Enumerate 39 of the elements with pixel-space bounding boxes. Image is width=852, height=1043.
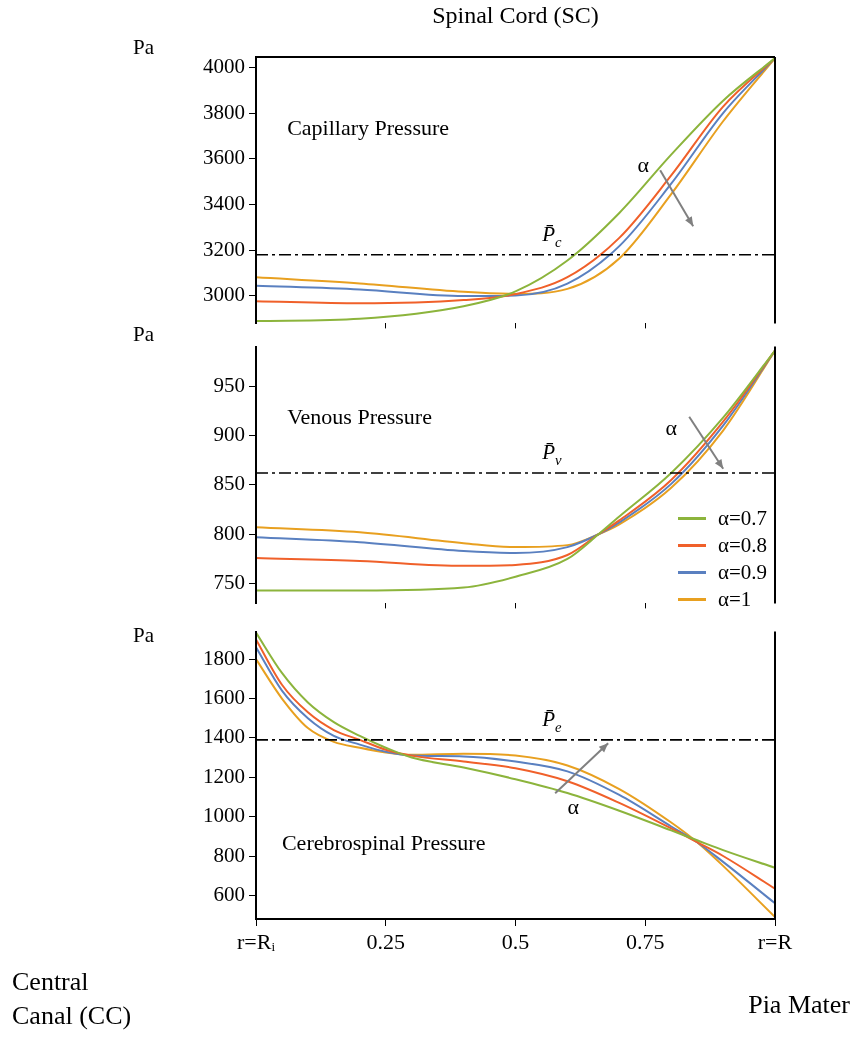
y-axis-title: Pa [133,35,154,60]
y-axis-title: Pa [133,322,154,347]
x-tick-label: 0.25 [366,928,405,954]
y-tick-label: 800 [213,520,245,545]
y-tick-label: 3800 [203,99,245,124]
chart-title: Spinal Cord (SC) [431,2,600,29]
legend-label: α=0.8 [717,533,767,558]
y-tick-label: 1800 [203,645,245,670]
y-tick-label: 600 [213,881,245,906]
y-tick-label: 1400 [203,724,245,749]
x-tick-label: r=R [757,928,793,954]
legend-label: α=1 [717,587,752,612]
text: Central Canal (CC) [12,966,132,1032]
annotation: Cerebrospinal Pressure [281,830,486,856]
y-axis-title: Pa [133,623,154,648]
y-tick-label: 750 [213,570,245,595]
y-tick-label: 4000 [203,53,245,78]
legend-label: α=0.9 [717,560,767,585]
y-tick-label: 850 [213,471,245,496]
y-tick-label: 800 [213,842,245,867]
x-tick-label: 0.75 [626,928,665,954]
x-tick-label: 0.5 [501,928,530,954]
y-tick-label: 3400 [203,191,245,216]
text: Pia Mater [747,989,850,1021]
y-tick-label: 3600 [203,145,245,170]
annotation: α [665,414,678,440]
annotation: Capillary Pressure [287,114,450,140]
y-tick-label: 1200 [203,763,245,788]
y-tick-label: 3200 [203,236,245,261]
annotation: Venous Pressure [287,404,432,430]
y-tick-label: 900 [213,422,245,447]
y-tick-label: 1000 [203,803,245,828]
annotation: α [567,794,580,820]
y-tick-label: 3000 [203,282,245,307]
x-tick-label: r=Rᵢ [236,928,276,954]
legend-label: α=0.7 [717,506,767,531]
y-tick-label: 950 [213,372,245,397]
annotation: α [637,152,650,178]
y-tick-label: 1600 [203,685,245,710]
